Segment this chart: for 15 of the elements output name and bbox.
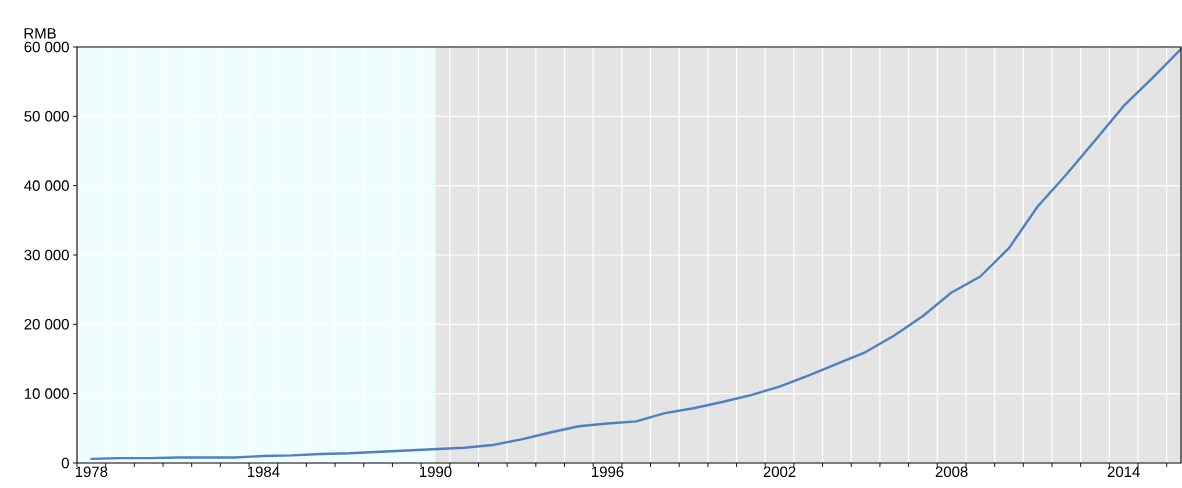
x-tick-label: 2002 <box>763 466 796 478</box>
y-tick-label: 50 000 <box>24 111 69 122</box>
x-tick-label: 2008 <box>935 466 968 478</box>
y-tick-label: 10 000 <box>24 388 69 399</box>
y-tick-label: 20 000 <box>24 319 69 330</box>
x-tick-label: 1996 <box>592 466 624 478</box>
x-tick-label: 1990 <box>419 466 452 478</box>
x-tick-label: 1978 <box>75 466 108 478</box>
x-tick-label: 2014 <box>1107 466 1140 478</box>
y-tick-label: 60 000 <box>24 41 69 53</box>
y-tick-label: 40 000 <box>24 180 69 191</box>
y-tick-label: 30 000 <box>24 249 69 261</box>
y-axis-title: RMB <box>24 28 56 39</box>
x-tick-label: 1984 <box>247 466 280 478</box>
y-tick-label: 0 <box>61 457 69 469</box>
